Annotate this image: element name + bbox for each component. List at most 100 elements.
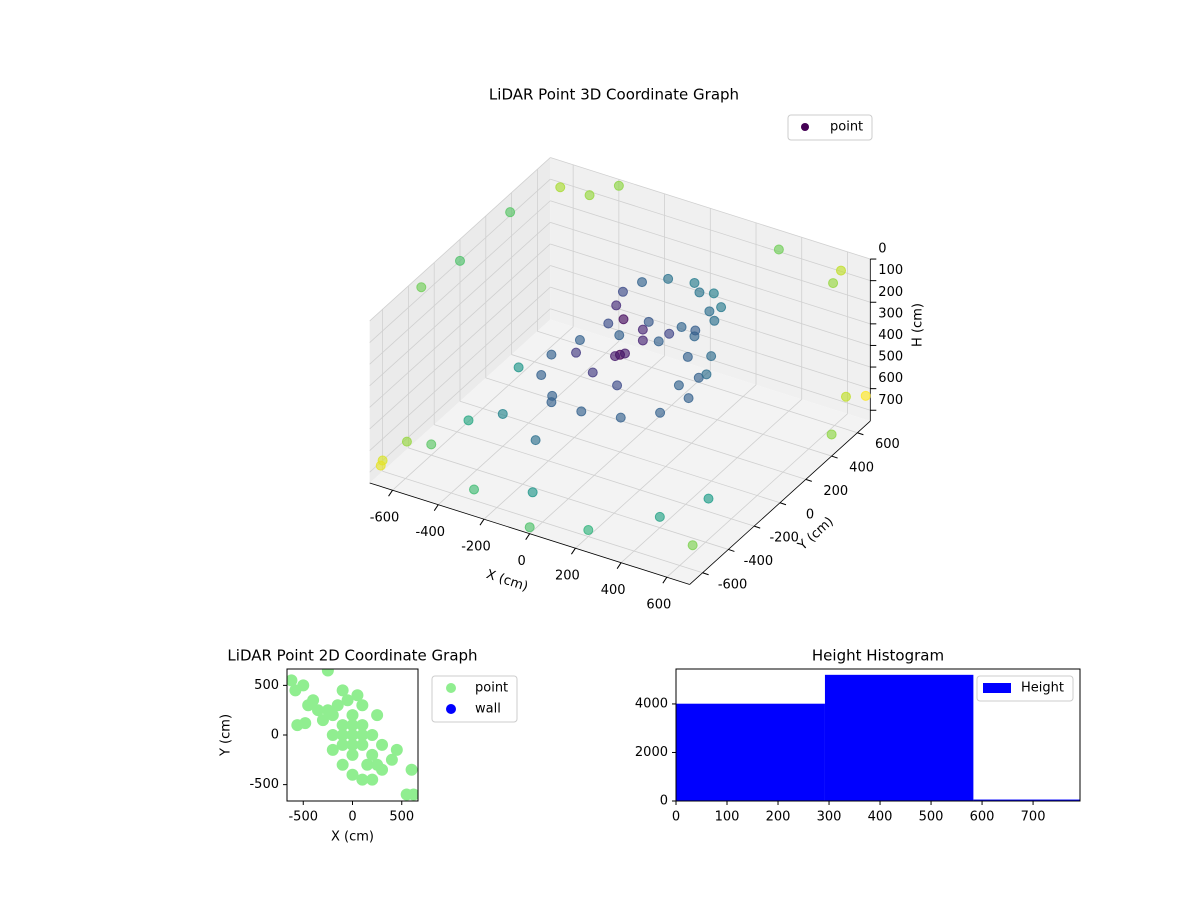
data-point	[828, 278, 839, 289]
legend-label: point	[475, 681, 508, 696]
y-axis-line	[689, 420, 871, 585]
data-point	[336, 684, 349, 697]
data-point	[366, 748, 379, 761]
tick-mark	[754, 525, 761, 529]
data-point	[709, 315, 720, 326]
data-point	[375, 460, 386, 471]
data-point	[536, 370, 547, 381]
data-point	[612, 380, 623, 391]
bar	[973, 799, 1080, 801]
data-point	[704, 306, 715, 317]
y-tick-label: 4000	[635, 696, 668, 711]
data-point	[346, 709, 359, 722]
tick-mark	[662, 576, 668, 584]
x-tick-label: -400	[416, 525, 446, 540]
tick-mark	[433, 504, 439, 511]
z-tick-label: 400	[878, 328, 903, 343]
data-point	[694, 287, 705, 298]
data-point	[619, 348, 630, 359]
plot-area	[287, 669, 418, 801]
grid-line	[369, 265, 551, 430]
data-point	[356, 699, 369, 712]
data-point	[546, 397, 557, 408]
x-tick-label: -500	[288, 810, 318, 825]
data-point	[455, 255, 465, 266]
data-point	[706, 351, 717, 362]
data-point	[703, 493, 714, 504]
data-point	[289, 684, 302, 697]
data-point	[326, 729, 339, 741]
data-point	[336, 719, 349, 732]
z-tick-label: 200	[878, 285, 903, 300]
y-axis-label: Y (cm)	[219, 714, 234, 757]
data-point	[316, 714, 329, 727]
grid-line	[369, 222, 551, 387]
data-point	[637, 277, 648, 288]
data-point	[463, 415, 474, 426]
grid-line	[550, 178, 871, 282]
x-axis-label: X (cm)	[331, 830, 374, 845]
grid-line	[550, 221, 871, 325]
data-point	[361, 758, 374, 771]
data-point	[336, 738, 349, 751]
grid-line	[369, 157, 551, 322]
y-tick-label: 2000	[635, 745, 668, 760]
data-point	[505, 207, 516, 218]
data-point	[407, 788, 418, 801]
data-point	[469, 484, 480, 495]
data-point	[826, 429, 837, 440]
data-point	[576, 406, 587, 417]
z-tick-label: 300	[878, 306, 903, 321]
legend-box	[976, 675, 1074, 702]
tick-mark	[779, 502, 787, 506]
data-point	[366, 773, 379, 786]
tick-mark	[857, 432, 864, 436]
data-point	[356, 719, 369, 732]
x-tick-label: 500	[389, 810, 414, 825]
x-tick-label: 100	[715, 810, 740, 825]
y-tick-label: -200	[769, 531, 799, 546]
data-point	[336, 758, 349, 771]
data-point	[356, 773, 369, 786]
chart-title: Height Histogram	[812, 647, 944, 665]
data-point	[690, 325, 701, 336]
data-point	[655, 407, 666, 418]
data-point	[835, 265, 846, 276]
data-point	[346, 738, 359, 751]
data-point	[613, 180, 624, 191]
z-tick-label: 100	[878, 263, 903, 278]
data-point	[346, 768, 359, 781]
data-point	[840, 391, 851, 402]
x-tick-label: -200	[461, 540, 491, 555]
grid-line	[369, 308, 551, 473]
tick-mark	[831, 455, 838, 459]
x-tick-label: -600	[370, 511, 400, 526]
grid-line	[382, 470, 703, 574]
data-point	[716, 302, 727, 313]
data-point	[555, 182, 566, 193]
data-point	[287, 674, 298, 687]
data-point	[527, 487, 538, 498]
legend-marker	[446, 683, 456, 693]
y-tick-label: -400	[744, 554, 774, 569]
data-point	[683, 393, 694, 404]
data-point	[351, 689, 364, 702]
data-point	[614, 330, 625, 341]
data-point	[546, 349, 557, 360]
y-tick-label: 0	[271, 728, 279, 743]
data-point	[663, 273, 674, 284]
z-tick-label: 500	[878, 350, 903, 365]
data-point	[637, 335, 648, 346]
grid-line	[459, 400, 781, 504]
plot-area	[676, 674, 1080, 801]
data-point	[346, 729, 359, 741]
bar	[824, 674, 974, 801]
grid-line	[550, 265, 871, 368]
data-point	[346, 748, 359, 761]
legend-label: wall	[475, 702, 501, 717]
data-point	[708, 288, 719, 299]
grid-line	[369, 243, 551, 408]
data-point	[654, 511, 665, 522]
x-tick-label: 0	[348, 810, 356, 825]
